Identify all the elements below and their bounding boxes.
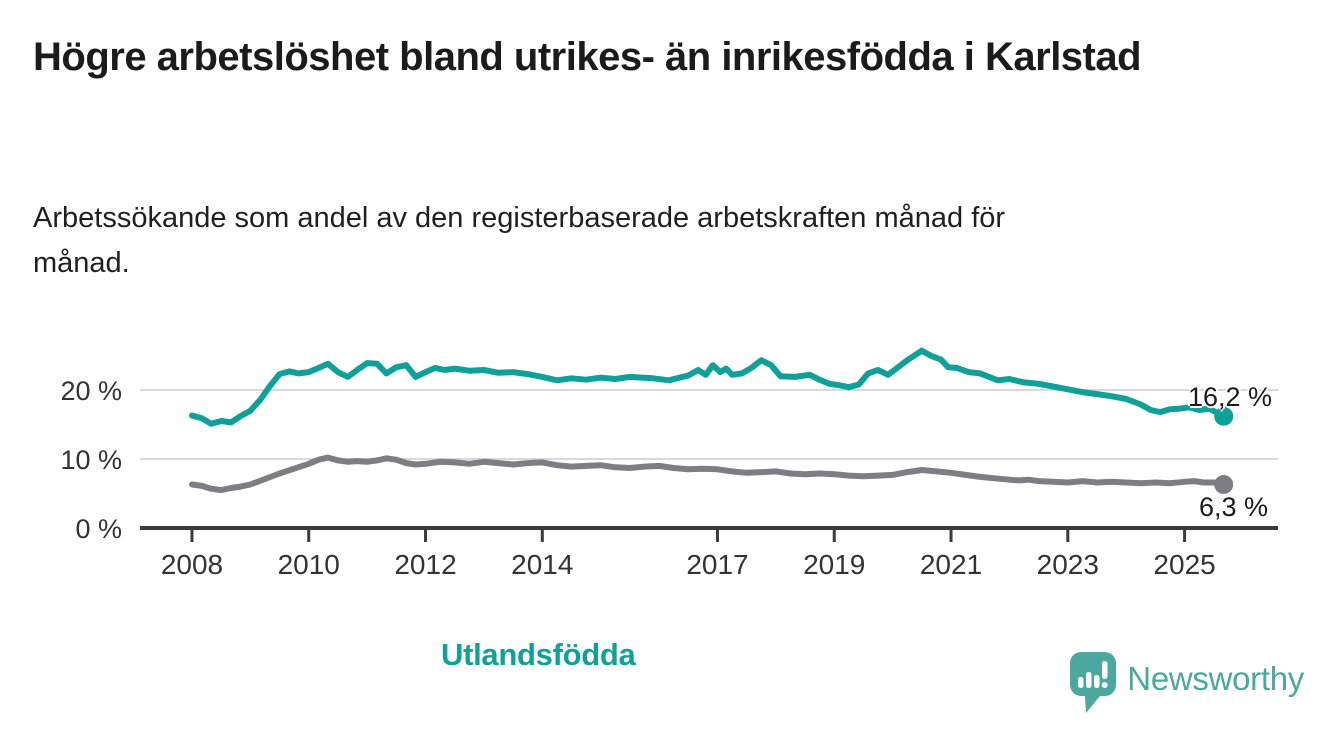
end-value-label-total: 6,3 % bbox=[1199, 492, 1269, 522]
newsworthy-logo-text: Newsworthy bbox=[1127, 659, 1304, 697]
x-tick-label-2025: 2025 bbox=[1153, 549, 1215, 580]
page-title: Högre arbetslöshet bland utrikes- än inr… bbox=[33, 35, 1142, 79]
end-value-label-utlandsfodda: 16,2 % bbox=[1188, 382, 1273, 412]
chart-subtitle: Arbetssökande som andel av den registerb… bbox=[33, 202, 1006, 279]
x-tick-label-2023: 2023 bbox=[1037, 549, 1099, 580]
y-tick-label-0: 0 % bbox=[75, 514, 122, 544]
y-tick-label-20: 20 % bbox=[60, 376, 122, 406]
x-tick-label-2010: 2010 bbox=[278, 549, 340, 580]
y-tick-label-10: 10 % bbox=[60, 445, 122, 475]
x-tick-label-2017: 2017 bbox=[686, 549, 748, 580]
newsworthy-logo-icon bbox=[1070, 652, 1117, 713]
unemployment-line-chart: 0 % 10 % 20 % 2008 2010 2012 2014 2017 2019 2021 2… bbox=[0, 300, 1340, 672]
x-tick-label-2014: 2014 bbox=[511, 549, 573, 580]
x-tick-label-2021: 2021 bbox=[920, 549, 982, 580]
x-tick-label-2008: 2008 bbox=[161, 549, 223, 580]
series-line-utlandsfodda bbox=[189, 347, 1227, 427]
series-end-dot-total bbox=[1214, 475, 1234, 495]
chart-canvas: 0 % 10 % 20 % 2008 2010 2012 2014 2017 2019 2021 2… bbox=[60, 347, 1278, 580]
series-label-utlandsfodda: Utlandsfödda bbox=[441, 637, 636, 672]
x-tick-label-2012: 2012 bbox=[394, 549, 456, 580]
newsworthy-branding: Newsworthy bbox=[1069, 651, 1304, 715]
series-end-dot-utlandsfodda bbox=[1214, 406, 1234, 426]
series-line-total bbox=[189, 454, 1227, 494]
x-tick-label-2019: 2019 bbox=[803, 549, 865, 580]
